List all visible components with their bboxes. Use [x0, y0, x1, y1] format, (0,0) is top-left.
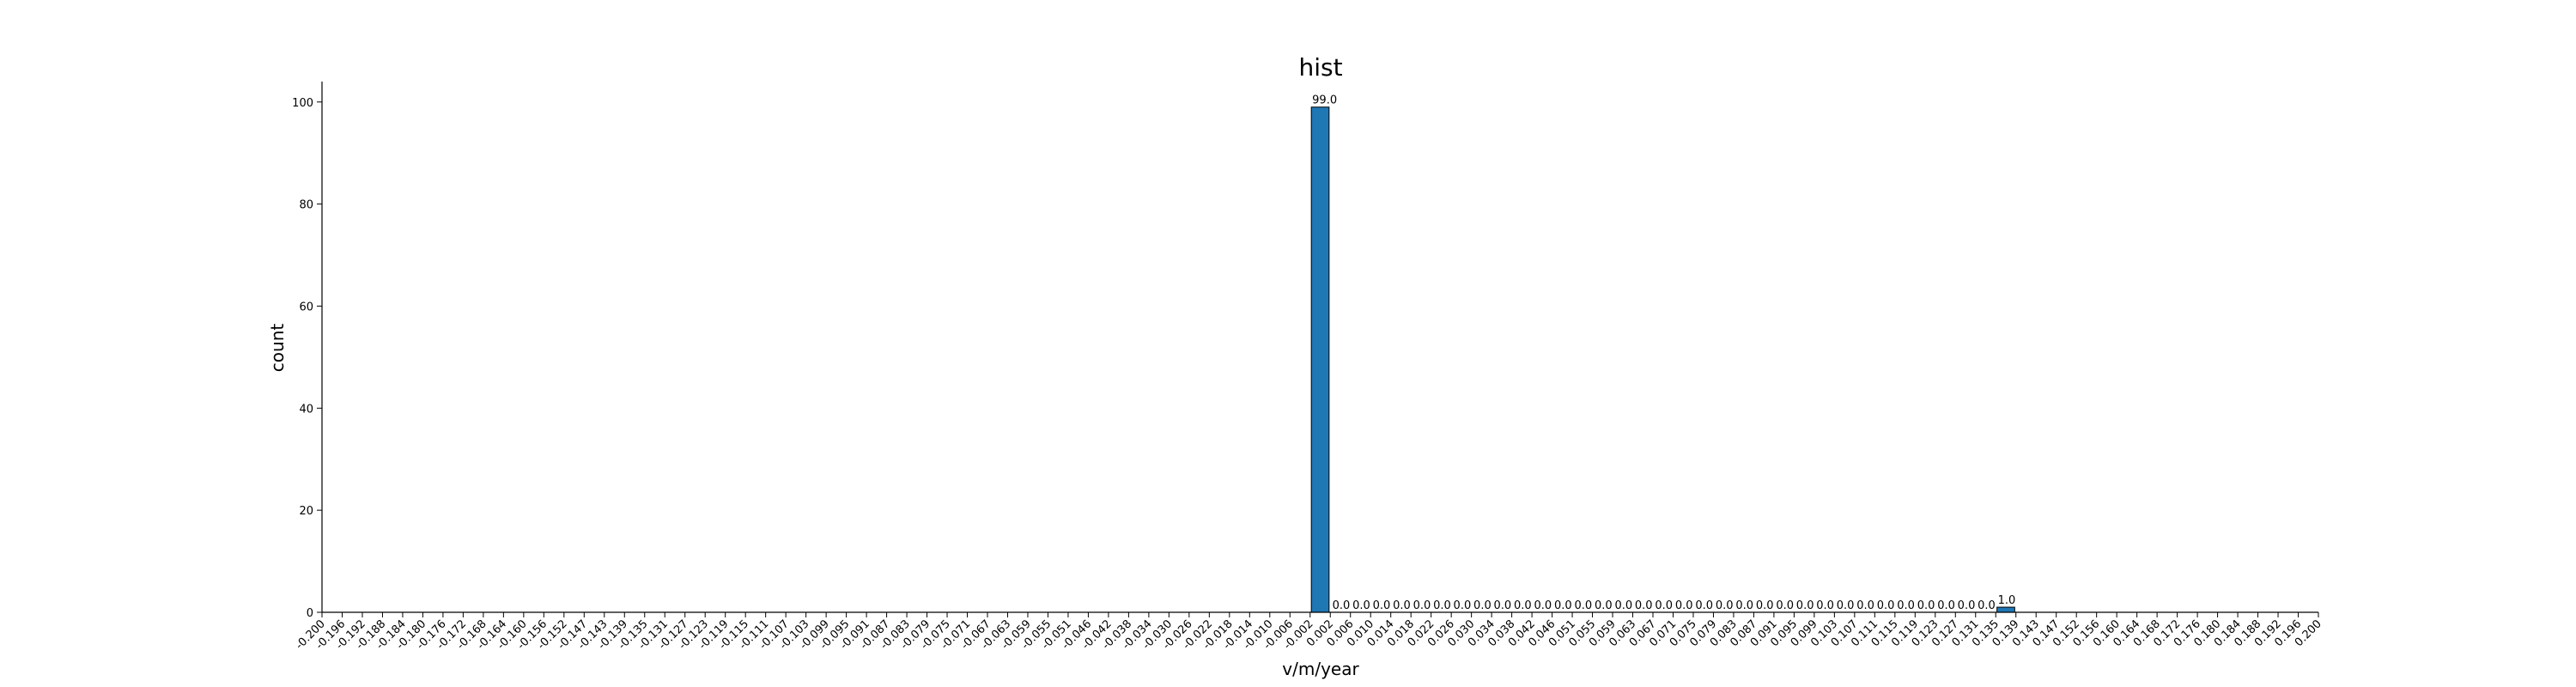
bar-label-0.026: 0.0	[1454, 599, 1472, 612]
bar-label-0.051: 0.0	[1574, 599, 1592, 612]
bar-label-0.103: 0.0	[1837, 599, 1855, 612]
bar-label-0.042: 0.0	[1534, 599, 1552, 612]
bar-label-0.131: 0.0	[1978, 599, 1996, 612]
bar-label-0.115: 0.0	[1897, 599, 1915, 612]
bar-label-0.034: 0.0	[1494, 599, 1512, 612]
bar--0.002	[1310, 106, 1330, 613]
bar-label-0.046: 0.0	[1554, 599, 1572, 612]
bar-label-0.038: 0.0	[1514, 599, 1532, 612]
bars-group	[1310, 106, 2015, 613]
y-axis-title: count	[267, 324, 288, 373]
y-axis: 0 20 40 60 80 100	[292, 82, 323, 620]
x-axis-title: v/m/year	[1282, 659, 1359, 679]
bar-label-0.071: 0.0	[1675, 599, 1693, 612]
bar-label-0.022: 0.0	[1433, 599, 1451, 612]
bar-label-0.067: 0.0	[1655, 599, 1673, 612]
bar-label-0.095: 0.0	[1796, 599, 1814, 612]
bar-label-0.010: 0.0	[1373, 599, 1391, 612]
y-tick-label-20: 20	[299, 505, 313, 518]
bar-label-0.091: 0.0	[1776, 599, 1794, 612]
bar-0.135	[1996, 606, 2015, 613]
bar-labels-group: 99.00.0 0.0 0.0 0.0 0.0 0.0 0.0 0.0 0.0 0.0 0.0 0.0…	[1312, 94, 2015, 612]
y-tick-label-40: 40	[299, 403, 313, 416]
bar-label-0.059: 0.0	[1614, 599, 1632, 612]
bar-label-0.018: 0.0	[1413, 599, 1431, 612]
bar-label-0.075: 0.0	[1695, 599, 1713, 612]
y-tick-label-60: 60	[299, 301, 313, 313]
bar-label-0.099: 0.0	[1816, 599, 1834, 612]
bar-label-0.030: 0.0	[1473, 599, 1492, 612]
bar-label-0.083: 0.0	[1735, 599, 1753, 612]
bar-label-0.055: 0.0	[1595, 599, 1613, 612]
bar-label--0.002: 99.0	[1312, 94, 1337, 107]
bar-label-0.087: 0.0	[1756, 599, 1774, 612]
bar-label-0.119: 0.0	[1917, 599, 1935, 612]
bar-label-0.079: 0.0	[1716, 599, 1734, 612]
bar-label-0.063: 0.0	[1635, 599, 1653, 612]
bar-label-0.107: 0.0	[1856, 599, 1874, 612]
bar-label-0.111: 0.0	[1877, 599, 1895, 612]
y-tick-label-100: 100	[292, 97, 313, 110]
bar-label-0.123: 0.0	[1937, 599, 1955, 612]
bar-label-0.014: 0.0	[1393, 599, 1411, 612]
bar-label-0.135: 1.0	[1998, 594, 2016, 607]
bar-label-0.002: 0.0	[1333, 599, 1351, 612]
y-tick-label-80: 80	[299, 199, 313, 212]
bar-label-0.127: 0.0	[1958, 599, 1976, 612]
y-tick-label-0: 0	[307, 607, 313, 620]
x-axis: -0.200-0.196-0.192-0.188-0.184-0.180-0.1…	[294, 611, 2324, 652]
bar-label-0.006: 0.0	[1352, 599, 1370, 612]
chart-title: hist	[1298, 53, 1342, 82]
